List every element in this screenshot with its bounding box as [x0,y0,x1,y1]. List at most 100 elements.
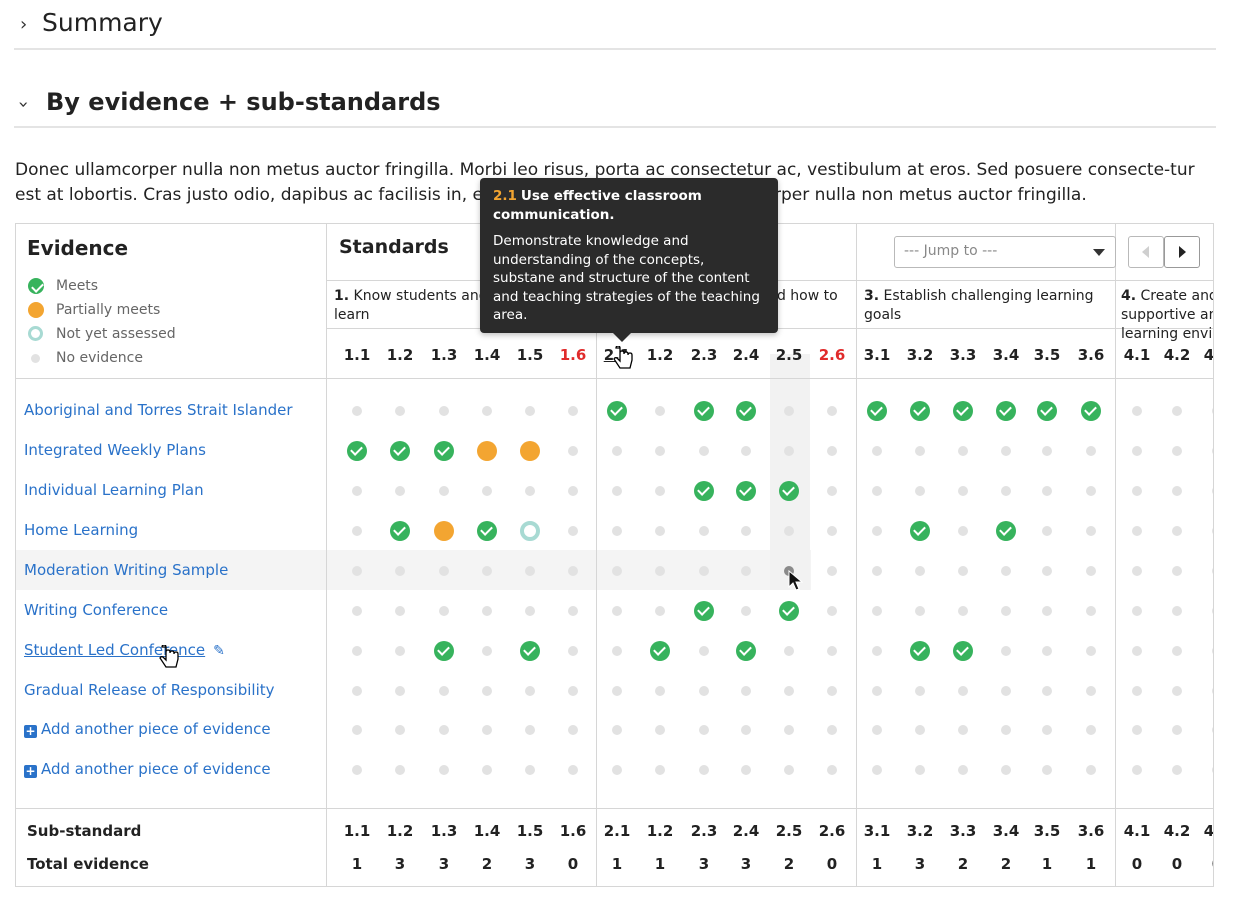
no-evidence-status-icon[interactable] [953,521,973,541]
no-evidence-status-icon[interactable] [650,720,670,740]
sub-standard-header[interactable]: 4.3 [1203,346,1214,364]
sub-standard-header[interactable]: 2.4 [732,346,760,364]
no-evidence-status-icon[interactable] [736,521,756,541]
sub-standard-header[interactable]: 1.3 [430,346,458,364]
no-evidence-status-icon[interactable] [477,601,497,621]
edit-pencil-icon[interactable]: ✎ [213,643,225,659]
no-evidence-status-icon[interactable] [953,481,973,501]
no-evidence-status-icon[interactable] [477,760,497,780]
meets-status-icon[interactable] [953,641,973,661]
no-evidence-status-icon[interactable] [867,441,887,461]
summary-section-header[interactable]: › Summary [14,0,1216,50]
no-evidence-status-icon[interactable] [1037,760,1057,780]
add-evidence-link[interactable]: + Add another piece of evidence [24,760,271,778]
no-evidence-status-icon[interactable] [434,481,454,501]
meets-status-icon[interactable] [520,641,540,661]
meets-status-icon[interactable] [1081,401,1101,421]
sub-standard-header[interactable]: 3.2 [906,346,934,364]
no-evidence-status-icon[interactable] [1167,561,1187,581]
no-evidence-status-icon[interactable] [822,641,842,661]
no-evidence-status-icon[interactable] [694,720,714,740]
no-evidence-status-icon[interactable] [1127,720,1147,740]
sub-standard-header[interactable]: 2.6 [818,346,846,364]
no-evidence-status-icon[interactable] [520,481,540,501]
no-evidence-status-icon[interactable] [779,401,799,421]
sub-standard-header[interactable]: 1.2 [646,346,674,364]
no-evidence-status-icon[interactable] [563,681,583,701]
no-evidence-status-icon[interactable] [694,521,714,541]
evidence-name-link[interactable]: Gradual Release of Responsibility [24,681,275,699]
no-evidence-status-icon[interactable] [1037,441,1057,461]
no-evidence-status-icon[interactable] [822,481,842,501]
no-evidence-status-icon[interactable] [779,521,799,541]
no-evidence-status-icon[interactable] [996,601,1016,621]
no-evidence-status-icon[interactable] [910,481,930,501]
sub-standard-header[interactable]: 2.5 [775,346,803,364]
no-evidence-status-icon[interactable] [563,641,583,661]
no-evidence-status-icon[interactable] [607,481,627,501]
no-evidence-status-icon[interactable] [347,720,367,740]
no-evidence-status-icon[interactable] [822,681,842,701]
no-evidence-status-icon[interactable] [1207,641,1213,661]
no-evidence-status-icon[interactable] [434,601,454,621]
no-evidence-status-icon[interactable] [736,720,756,740]
partially-meets-status-icon[interactable] [520,441,540,461]
no-evidence-status-icon[interactable] [347,481,367,501]
sub-standard-header[interactable]: 1.6 [559,346,587,364]
sub-standard-header[interactable]: 1.2 [386,346,414,364]
no-evidence-status-icon[interactable] [563,561,583,581]
no-evidence-status-icon[interactable] [1037,481,1057,501]
no-evidence-status-icon[interactable] [520,601,540,621]
meets-status-icon[interactable] [434,441,454,461]
no-evidence-status-icon[interactable] [650,601,670,621]
no-evidence-status-icon[interactable] [347,760,367,780]
no-evidence-status-icon[interactable] [867,681,887,701]
no-evidence-status-icon[interactable] [1037,561,1057,581]
no-evidence-status-icon[interactable] [1037,521,1057,541]
sub-standard-header[interactable]: 1.4 [473,346,501,364]
no-evidence-status-icon[interactable] [910,441,930,461]
no-evidence-status-icon[interactable] [867,521,887,541]
no-evidence-status-icon[interactable] [694,641,714,661]
no-evidence-status-icon[interactable] [477,561,497,581]
no-evidence-status-icon[interactable] [563,720,583,740]
no-evidence-status-icon[interactable] [477,720,497,740]
no-evidence-status-icon[interactable] [434,720,454,740]
no-evidence-status-icon[interactable] [1081,760,1101,780]
no-evidence-status-icon[interactable] [1167,521,1187,541]
no-evidence-status-icon[interactable] [779,441,799,461]
sub-standard-header[interactable]: 2.3 [690,346,718,364]
no-evidence-status-icon[interactable] [996,720,1016,740]
no-evidence-status-icon[interactable] [1167,601,1187,621]
no-evidence-status-icon[interactable] [996,641,1016,661]
no-evidence-status-icon[interactable] [1037,681,1057,701]
no-evidence-status-icon[interactable] [390,561,410,581]
no-evidence-status-icon[interactable] [1127,760,1147,780]
no-evidence-status-icon[interactable] [650,521,670,541]
sub-standard-header[interactable]: 3.1 [863,346,891,364]
no-evidence-status-icon[interactable] [390,601,410,621]
no-evidence-status-icon[interactable] [434,401,454,421]
no-evidence-status-icon[interactable] [1127,601,1147,621]
no-evidence-status-icon[interactable] [607,641,627,661]
evidence-name-link[interactable]: Individual Learning Plan [24,481,204,499]
no-evidence-status-icon[interactable] [1127,441,1147,461]
no-evidence-status-icon[interactable] [867,720,887,740]
meets-status-icon[interactable] [390,521,410,541]
no-evidence-status-icon[interactable] [867,641,887,661]
no-evidence-status-icon[interactable] [1081,561,1101,581]
meets-status-icon[interactable] [1037,401,1057,421]
no-evidence-status-icon[interactable] [822,401,842,421]
no-evidence-status-icon[interactable] [953,561,973,581]
no-evidence-status-icon[interactable] [563,601,583,621]
no-evidence-status-icon[interactable] [1081,720,1101,740]
no-evidence-status-icon[interactable] [694,760,714,780]
no-evidence-status-icon[interactable] [953,760,973,780]
meets-status-icon[interactable] [390,441,410,461]
no-evidence-status-icon[interactable] [1207,601,1213,621]
evidence-name-link[interactable]: Home Learning [24,521,139,539]
no-evidence-status-icon[interactable] [650,441,670,461]
sub-standard-header[interactable]: 3.6 [1077,346,1105,364]
standard-group-3[interactable]: 3. Establish challenging learning goals [864,288,1094,323]
evidence-name-link[interactable]: Moderation Writing Sample [24,561,229,579]
